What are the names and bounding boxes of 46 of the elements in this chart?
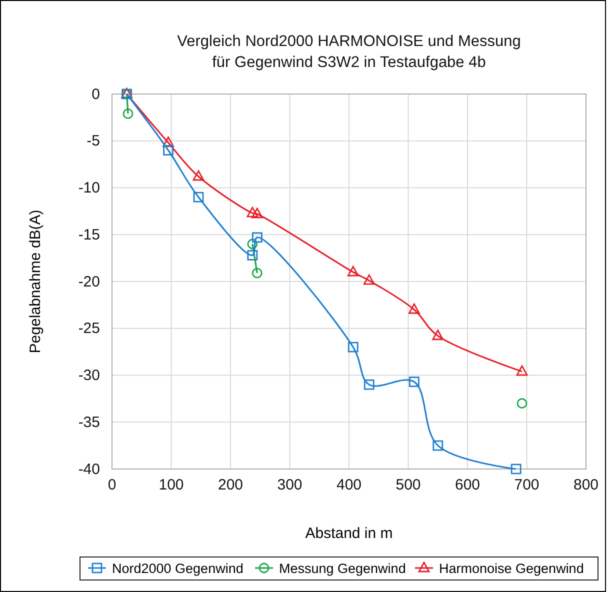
point: [251, 208, 263, 218]
legend-label: Harmonoise Gegenwind: [439, 561, 584, 576]
x-tick-label: 100: [158, 476, 184, 494]
y-tick-label: 0: [92, 86, 100, 103]
point: [252, 232, 262, 243]
x-tick-label: 0: [108, 476, 116, 494]
y-tick-label: -35: [78, 414, 100, 431]
y-tick-label: -5: [86, 132, 100, 150]
point: [516, 398, 528, 409]
x-axis-title: Abstand in m: [305, 525, 393, 542]
y-tick-label: -20: [78, 273, 100, 290]
point: [122, 108, 134, 119]
chart-title: Vergleich Nord2000 HARMONOISE und Messung für Gegenwind S3W2 in Testaufgabe 4b: [177, 33, 521, 71]
y-tick-label: -15: [78, 226, 100, 244]
legend-label: Nord2000 Gegenwind: [112, 561, 244, 576]
point: [246, 206, 258, 218]
point: [364, 379, 374, 390]
point: [162, 136, 174, 147]
x-tick-label: 500: [396, 476, 421, 494]
point: [347, 266, 359, 276]
point: [193, 192, 204, 202]
point: [247, 250, 258, 260]
y-tick-label: -30: [78, 367, 100, 384]
point: [432, 330, 444, 340]
y-tick-label: -10: [78, 180, 100, 197]
point: [408, 303, 420, 314]
point: [163, 145, 174, 156]
point: [408, 376, 420, 388]
x-tick-label: 300: [277, 476, 302, 494]
x-tick-label: 800: [573, 476, 599, 494]
legend-label: Messung Gegenwind: [279, 561, 406, 576]
x-tick-label: 200: [218, 476, 244, 494]
x-tick-label: 700: [514, 476, 540, 494]
point: [510, 464, 522, 474]
point: [247, 238, 258, 250]
x-tick-label: 400: [336, 476, 362, 494]
x-tick-label: 600: [454, 476, 480, 494]
point: [348, 342, 358, 352]
y-tick-label: -25: [78, 320, 100, 338]
y-tick-label: -40: [78, 460, 100, 478]
point: [192, 170, 204, 181]
point: [516, 365, 528, 376]
y-axis-title: Pegelabnahme dB(A): [27, 210, 44, 354]
point: [432, 440, 444, 451]
point: [363, 274, 375, 285]
point: [252, 268, 262, 278]
